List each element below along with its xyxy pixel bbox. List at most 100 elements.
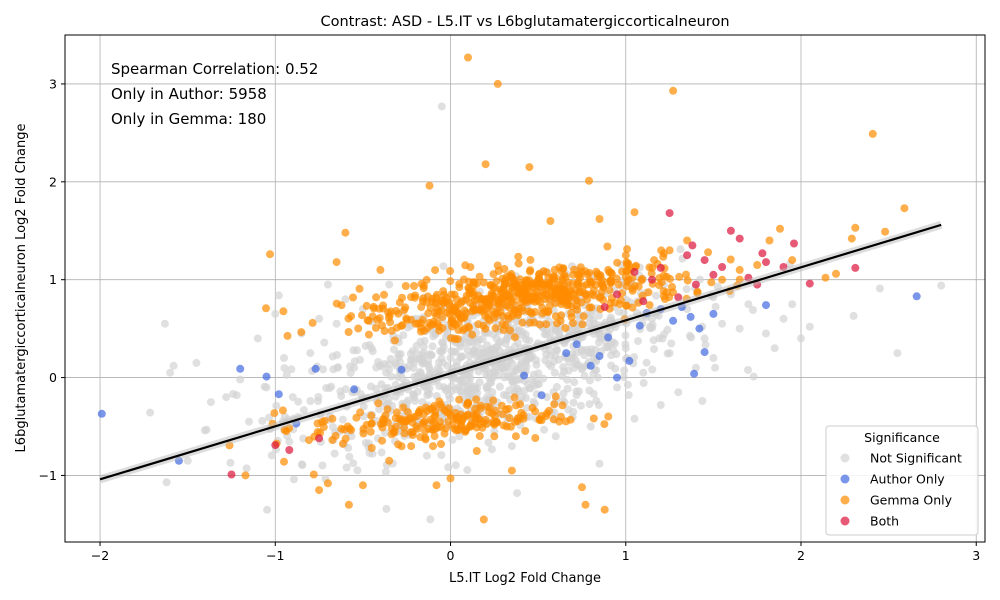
gemma-only-point — [550, 400, 559, 409]
author-only-point — [236, 364, 245, 373]
not-significant-point — [394, 350, 403, 359]
gemma-only-point — [394, 309, 403, 318]
gemma-only-point — [402, 314, 411, 323]
not-significant-point — [385, 280, 394, 289]
not-significant-point — [285, 437, 294, 446]
author-only-point — [350, 385, 359, 394]
gemma-only-point — [378, 436, 387, 445]
author-only-point — [572, 340, 581, 349]
gemma-only-point — [437, 440, 445, 448]
not-significant-point — [735, 324, 744, 333]
not-significant-point — [427, 350, 435, 359]
gemma-only-point — [297, 328, 306, 337]
not-significant-point — [222, 393, 231, 402]
not-significant-point — [552, 345, 561, 354]
not-significant-point — [192, 358, 201, 367]
not-significant-point — [577, 347, 586, 355]
gemma-only-point — [438, 403, 447, 412]
gemma-only-point — [397, 322, 406, 330]
gemma-only-point — [868, 129, 877, 138]
gemma-only-point — [509, 298, 518, 307]
not-significant-point — [446, 394, 454, 403]
gemma-only-point — [366, 427, 375, 436]
gemma-only-point — [638, 274, 647, 283]
not-significant-point — [539, 374, 548, 383]
gemma-only-point — [516, 285, 525, 294]
not-significant-point — [374, 358, 383, 366]
legend-label: Gemma Only — [870, 493, 953, 508]
gemma-only-point — [647, 269, 656, 278]
not-significant-point — [306, 349, 315, 358]
data-points — [97, 53, 946, 524]
not-significant-point — [667, 339, 676, 348]
gemma-only-point — [610, 298, 619, 307]
gemma-only-point — [474, 320, 483, 329]
not-significant-point — [624, 391, 633, 399]
gemma-only-point — [481, 416, 490, 424]
gemma-only-point — [522, 276, 531, 285]
both-point — [600, 303, 609, 312]
author-only-point — [604, 333, 613, 342]
not-significant-point — [658, 334, 667, 343]
not-significant-point — [367, 344, 376, 353]
gemma-only-point — [395, 298, 404, 307]
gemma-only-point — [514, 252, 523, 261]
gemma-only-point — [493, 308, 502, 317]
not-significant-point — [682, 285, 691, 294]
gemma-only-point — [669, 86, 678, 95]
not-significant-point — [585, 400, 594, 409]
not-significant-point — [439, 262, 448, 271]
both-point — [648, 275, 656, 284]
not-significant-point — [652, 291, 661, 300]
gemma-only-point — [432, 311, 441, 320]
not-significant-point — [487, 373, 496, 382]
gemma-only-point — [621, 251, 630, 260]
gemma-only-point — [505, 414, 514, 422]
not-significant-point — [448, 435, 457, 444]
not-significant-point — [575, 387, 583, 396]
not-significant-point — [413, 371, 422, 380]
gemma-only-point — [569, 270, 578, 279]
not-significant-point — [700, 334, 709, 343]
gemma-only-point — [659, 292, 668, 301]
not-significant-point — [553, 325, 562, 334]
not-significant-point — [457, 352, 466, 361]
author-only-point — [669, 316, 678, 325]
not-significant-point — [593, 373, 602, 382]
not-significant-point — [634, 337, 642, 346]
not-significant-point — [350, 357, 359, 366]
not-significant-point — [382, 504, 391, 513]
not-significant-point — [609, 346, 618, 355]
not-significant-point — [585, 376, 594, 385]
gemma-only-point — [657, 246, 666, 255]
gemma-only-point — [683, 236, 692, 245]
not-significant-point — [392, 361, 401, 370]
gemma-only-point — [511, 279, 520, 288]
not-significant-point — [332, 319, 341, 328]
gemma-only-point — [431, 266, 440, 275]
not-significant-point — [551, 432, 560, 441]
not-significant-point — [328, 352, 337, 361]
gemma-only-point — [323, 479, 332, 488]
not-significant-point — [299, 406, 308, 415]
author-only-point — [690, 369, 699, 378]
not-significant-point — [380, 360, 389, 368]
gemma-only-point — [455, 309, 464, 318]
gemma-only-point — [442, 297, 451, 306]
gemma-only-point — [735, 265, 744, 274]
not-significant-point — [749, 372, 758, 381]
gemma-only-point — [623, 267, 632, 276]
not-significant-point — [428, 342, 437, 351]
not-significant-point — [342, 463, 351, 472]
gemma-only-point — [380, 290, 388, 299]
gemma-only-point — [419, 418, 428, 427]
not-significant-point — [687, 333, 696, 342]
author-only-point — [635, 321, 644, 330]
gemma-only-point — [881, 227, 890, 236]
gemma-only-point — [604, 265, 613, 274]
gemma-only-point — [455, 283, 464, 292]
not-significant-point — [280, 364, 289, 373]
not-significant-point — [788, 300, 797, 309]
gemma-only-point — [581, 267, 590, 276]
gemma-only-point — [315, 486, 324, 495]
